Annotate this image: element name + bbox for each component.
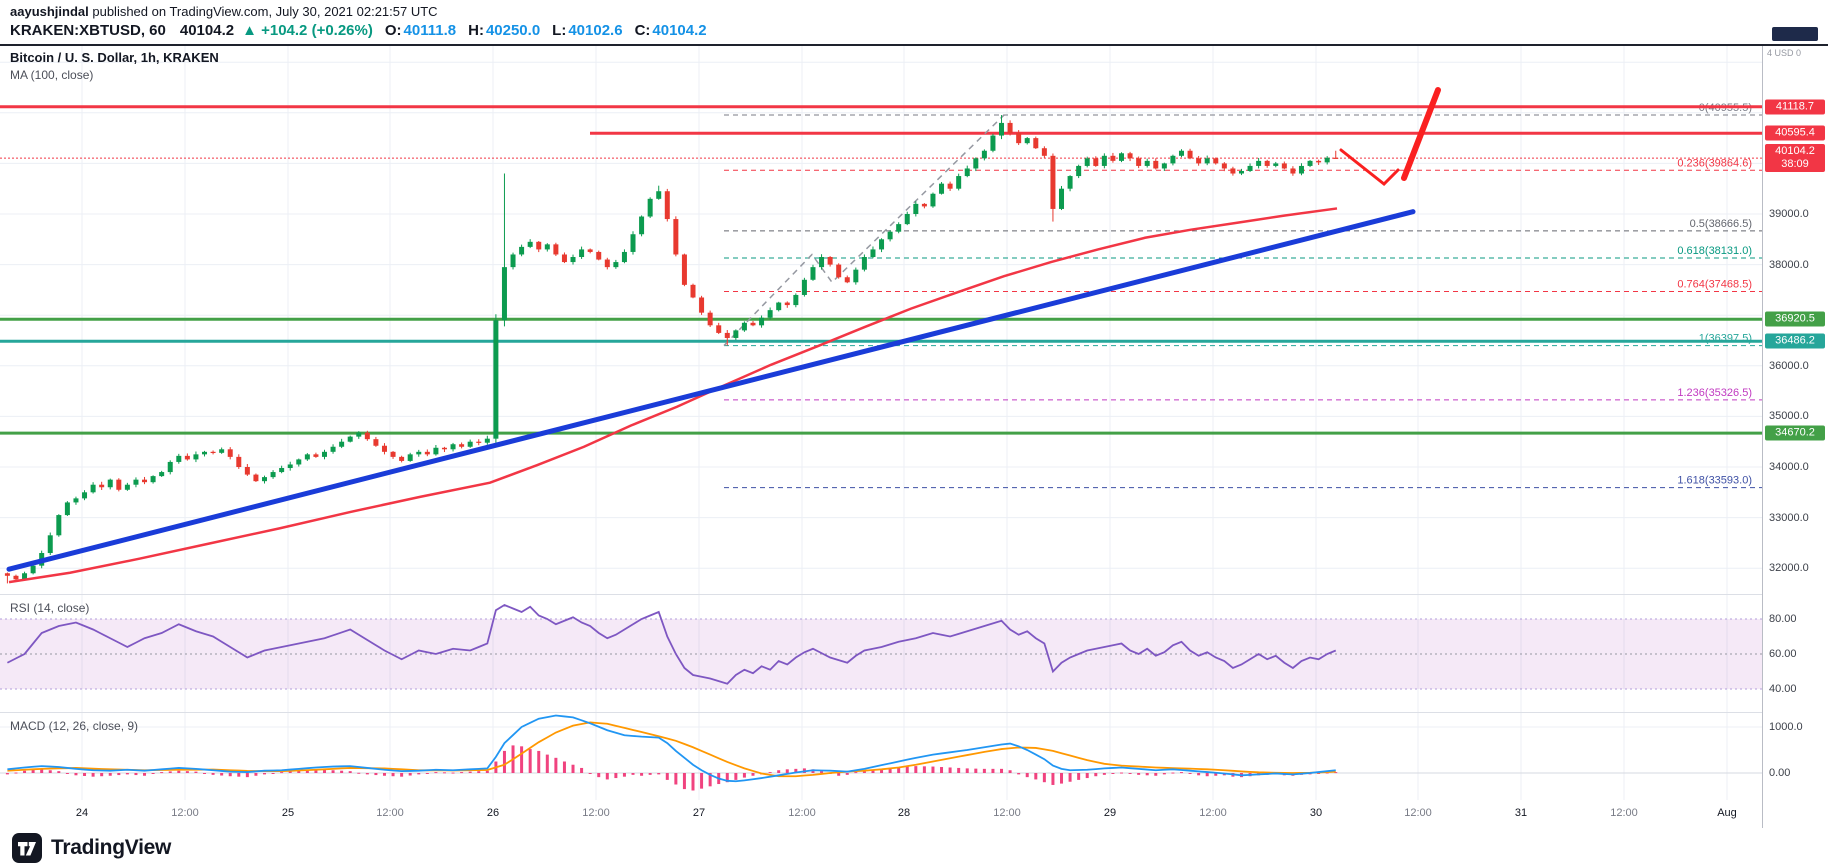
tradingview-logo-icon[interactable] [12, 833, 42, 863]
low-value: 40102.6 [568, 22, 623, 39]
time-axis-label: 12:00 [376, 807, 404, 819]
price-line-label: 41118.7 [1765, 99, 1825, 115]
time-axis-label: 31 [1514, 807, 1528, 819]
time-axis-label: 12:00 [171, 807, 199, 819]
time-axis-label: 26 [486, 807, 500, 819]
macd-axis-label: 1000.0 [1769, 721, 1803, 733]
price-change: ▲ +104.2 (+0.26%) [242, 22, 373, 39]
clipped-price-label [1772, 27, 1818, 41]
fib-level-label: 0.618(38131.0) [1677, 245, 1752, 257]
time-axis-label: Aug [1717, 807, 1737, 819]
time-axis-label: 28 [897, 807, 911, 819]
fib-level-label: 0.764(37468.5) [1677, 278, 1752, 290]
macd-axis-label: 0.00 [1769, 767, 1791, 779]
header: aayushjindal published on TradingView.co… [0, 0, 1828, 46]
time-axis-label: 25 [281, 807, 295, 819]
ma-100-line [8, 207, 1338, 584]
time-axis-label: 12:00 [993, 807, 1021, 819]
byline-text: published on TradingView.com, July 30, 2… [88, 4, 438, 19]
macd-signal-line [7, 721, 1336, 778]
candles-group [4, 115, 1339, 584]
macd-line [7, 714, 1336, 783]
candlestick-chart[interactable]: 0(40955.5)0.236(39864.6)0.5(38666.5)0.61… [0, 46, 1762, 594]
fib-level-label: 1.618(33593.0) [1677, 475, 1752, 487]
time-axis-label: 12:00 [788, 807, 816, 819]
high-value: 40250.0 [485, 22, 541, 39]
time-axis-label: 12:00 [1199, 807, 1227, 819]
price-axis-label: 39000.0 [1769, 208, 1809, 220]
fib-level-label: 0.236(39864.6) [1677, 157, 1752, 169]
pane-separator[interactable] [0, 712, 1828, 713]
symbol-info-row: KRAKEN:XBTUSD, 60 40104.2 ▲ +104.2 (+0.26%… [10, 22, 707, 39]
open-value: 40111.8 [403, 22, 457, 39]
rsi-pane[interactable]: RSI (14, close) [0, 594, 1762, 712]
close-value: 40104.2 [652, 22, 707, 39]
tradingview-logo-text[interactable]: TradingView [51, 836, 172, 859]
low-label: L: [552, 22, 567, 39]
time-axis-label: 12:00 [582, 807, 610, 819]
macd-pane[interactable]: MACD (12, 26, close, 9) [0, 712, 1762, 800]
main-price-pane[interactable]: 0(40955.5)0.236(39864.6)0.5(38666.5)0.61… [0, 46, 1762, 594]
time-axis-label: 24 [75, 807, 89, 819]
price-axis-label: 34000.0 [1769, 461, 1809, 473]
last-price: 40104.2 [179, 22, 235, 39]
time-axis-label: 27 [692, 807, 706, 819]
price-axis-label: 36000.0 [1769, 359, 1809, 372]
close-label: C: [634, 22, 651, 39]
open-label: O: [384, 22, 402, 39]
rsi-line [6, 603, 1337, 685]
rsi-axis-label: 60.00 [1769, 648, 1797, 660]
price-line-label: 40104.2 38:09 [1765, 144, 1825, 173]
ohlc-values: O: 40111.8 H: 40250.0 L: 40102.6 C: 40104.2 [373, 22, 707, 39]
price-axis-label: 32000.0 [1769, 562, 1809, 575]
price-axis-label: 33000.0 [1769, 511, 1809, 524]
projection-arrow [1401, 87, 1441, 181]
time-axis-label: 12:00 [1610, 807, 1638, 819]
projection-arrow [1339, 148, 1400, 187]
countdown-timer: 38:09 [1781, 158, 1809, 171]
price-line-label: 34670.2 [1765, 425, 1825, 441]
price-line-label: 36920.5 [1765, 311, 1825, 327]
axis-note: 4 USD 0 [1767, 48, 1802, 58]
symbol-name: KRAKEN:XBTUSD, 60 [10, 22, 166, 39]
time-axis[interactable]: 24 12:00 25 12:00 26 12:00 27 12:00 28 12:00 29 12:… [0, 800, 1762, 828]
rsi-axis-label: 40.00 [1769, 683, 1797, 695]
fib-level-label: 1.236(35326.5) [1677, 387, 1752, 399]
price-axis-label: 38000.0 [1769, 258, 1809, 271]
time-axis-label: 12:00 [1404, 807, 1432, 819]
price-axis[interactable]: 4 USD 0 39000.0 38000.0 36000.0 35000.0 3400… [1762, 46, 1828, 828]
price-line-label: 40595.4 [1765, 125, 1825, 141]
price-line-label: 36486.2 [1765, 333, 1825, 349]
fib-level-label: 1(36397.5) [1699, 333, 1752, 345]
time-axis-label: 29 [1103, 807, 1117, 819]
trendline [6, 209, 1416, 572]
high-label: H: [468, 22, 484, 39]
pane-separator[interactable] [0, 594, 1828, 595]
rsi-axis-label: 80.00 [1769, 613, 1797, 625]
byline: aayushjindal published on TradingView.co… [10, 4, 438, 19]
price-axis-label: 35000.0 [1769, 410, 1809, 423]
rsi-chart[interactable] [0, 594, 1762, 712]
macd-chart[interactable] [0, 712, 1762, 800]
fib-level-label: 0.5(38666.5) [1690, 218, 1752, 230]
time-axis-label: 30 [1309, 807, 1323, 819]
byline-username: aayushjindal [10, 4, 89, 19]
footer: TradingView [12, 831, 171, 865]
dashed-trend-line [723, 114, 1005, 347]
